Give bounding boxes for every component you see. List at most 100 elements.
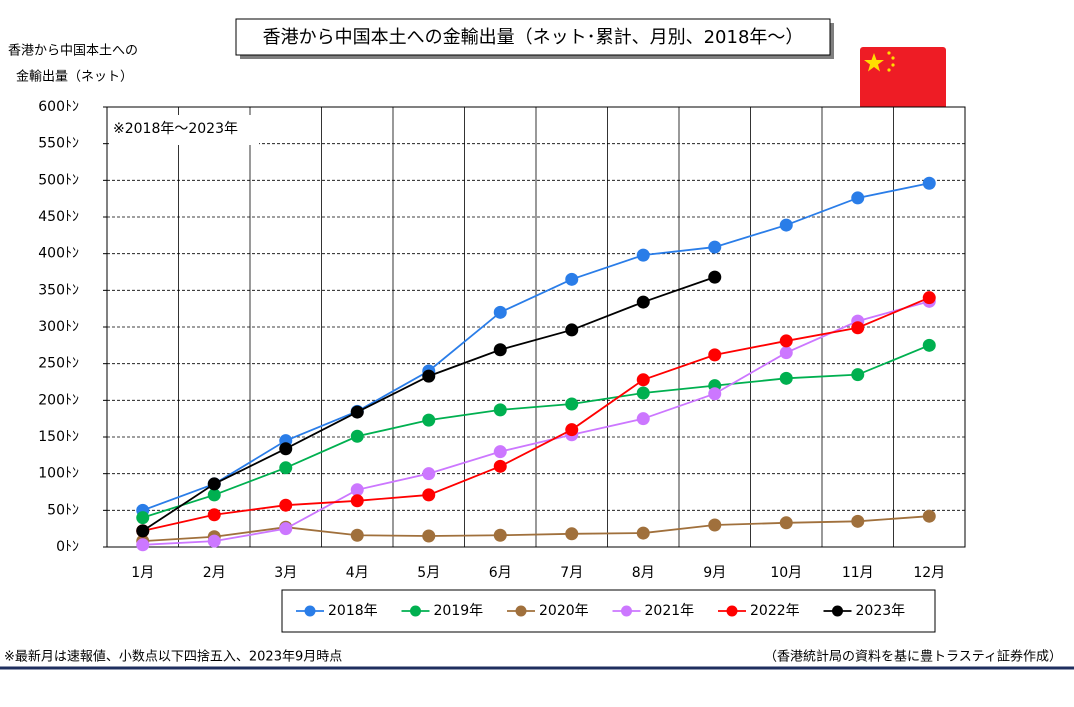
y-tick-label: 0ﾄﾝ [56, 539, 79, 555]
data-point [779, 516, 793, 530]
data-point [779, 218, 793, 232]
title-box [235, 18, 831, 56]
legend-marker [304, 605, 316, 617]
data-point [207, 508, 221, 522]
x-tick-label: 7月 [560, 565, 583, 581]
data-point [493, 528, 507, 542]
data-point [279, 522, 293, 536]
data-point [636, 386, 650, 400]
x-tick-label: 6月 [489, 565, 512, 581]
x-tick-label: 3月 [274, 565, 297, 581]
data-point [565, 527, 579, 541]
source: （香港統計局の資料を基に豊トラスティ証券作成） [764, 649, 1062, 665]
data-point [779, 346, 793, 360]
data-point [207, 534, 221, 548]
data-point [922, 291, 936, 305]
series-line [142, 182, 930, 512]
data-point [922, 176, 936, 190]
legend-marker [726, 605, 738, 617]
data-point [279, 442, 293, 456]
data-point [565, 272, 579, 286]
data-point [565, 423, 579, 437]
series-line [142, 515, 930, 543]
data-point [422, 369, 436, 383]
data-point [136, 524, 150, 538]
data-point [350, 405, 364, 419]
data-point [279, 498, 293, 512]
data-point [636, 526, 650, 540]
x-tick-label: 1月 [131, 565, 154, 581]
data-point [922, 509, 936, 523]
footnote: ※最新月は速報値、小数点以下四捨五入、2023年9月時点 [4, 649, 342, 665]
data-point [565, 323, 579, 337]
x-tick-label: 9月 [703, 565, 726, 581]
legend-label: 2019年 [434, 603, 484, 619]
data-point [851, 321, 865, 335]
data-point [350, 429, 364, 443]
data-point [493, 445, 507, 459]
y-tick-label: 50ﾄﾝ [47, 502, 79, 518]
data-point [708, 387, 722, 401]
data-point [708, 348, 722, 362]
data-point [207, 488, 221, 502]
chart-title: 香港から中国本土への金輸出量（ネット･累計、月別、2018年～） [263, 27, 804, 48]
x-tick-label: 11月 [842, 565, 874, 581]
data-point [422, 467, 436, 481]
data-point [565, 397, 579, 411]
data-point [422, 529, 436, 543]
data-point [422, 413, 436, 427]
note: ※2018年～2023年 [113, 121, 238, 137]
y-tick-label: 400ﾄﾝ [38, 246, 79, 262]
data-point [708, 240, 722, 254]
y-tick-label: 300ﾄﾝ [38, 319, 79, 335]
y-tick-label: 550ﾄﾝ [38, 136, 79, 152]
data-point [851, 191, 865, 205]
data-point [422, 488, 436, 502]
data-point [350, 483, 364, 497]
data-point [279, 461, 293, 475]
data-point [779, 371, 793, 385]
legend-marker [410, 605, 421, 617]
series-line [142, 344, 930, 519]
y-tick-label: 450ﾄﾝ [38, 209, 79, 225]
x-tick-label: 12月 [913, 565, 945, 581]
data-point [922, 338, 936, 352]
series-line [142, 300, 930, 546]
y-tick-label: 150ﾄﾝ [38, 429, 79, 445]
x-tick-label: 4月 [346, 565, 369, 581]
y-tick-label: 100ﾄﾝ [38, 466, 79, 482]
x-tick-label: 5月 [417, 565, 440, 581]
legend-label: 2020年 [539, 603, 589, 619]
data-point [851, 368, 865, 382]
x-tick-label: 10月 [770, 565, 802, 581]
data-point [493, 305, 507, 319]
data-point [636, 373, 650, 387]
data-point [493, 459, 507, 473]
data-point [350, 494, 364, 508]
legend-label: 2021年 [645, 603, 695, 619]
y-tick-label: 200ﾄﾝ [38, 392, 79, 408]
legend-marker [832, 605, 843, 617]
y-axis-label: 金輸出量（ネット） [16, 69, 133, 85]
data-point [636, 412, 650, 426]
note-box [109, 115, 259, 145]
data-point [779, 334, 793, 348]
x-tick-label: 8月 [632, 565, 655, 581]
data-point [636, 295, 650, 309]
data-point [350, 528, 364, 542]
data-point [708, 270, 722, 284]
data-point [136, 538, 150, 552]
y-tick-label: 500ﾄﾝ [38, 172, 79, 188]
y-tick-label: 600ﾄﾝ [38, 99, 79, 115]
data-point [851, 514, 865, 528]
legend-label: 2023年 [856, 603, 906, 619]
data-point [493, 403, 507, 417]
y-tick-label: 250ﾄﾝ [38, 356, 79, 372]
data-point [708, 518, 722, 532]
data-point [136, 511, 150, 525]
y-axis-label: 香港から中国本土への [8, 44, 138, 59]
data-point [493, 343, 507, 357]
series-line [142, 296, 930, 532]
legend-label: 2018年 [328, 603, 378, 619]
